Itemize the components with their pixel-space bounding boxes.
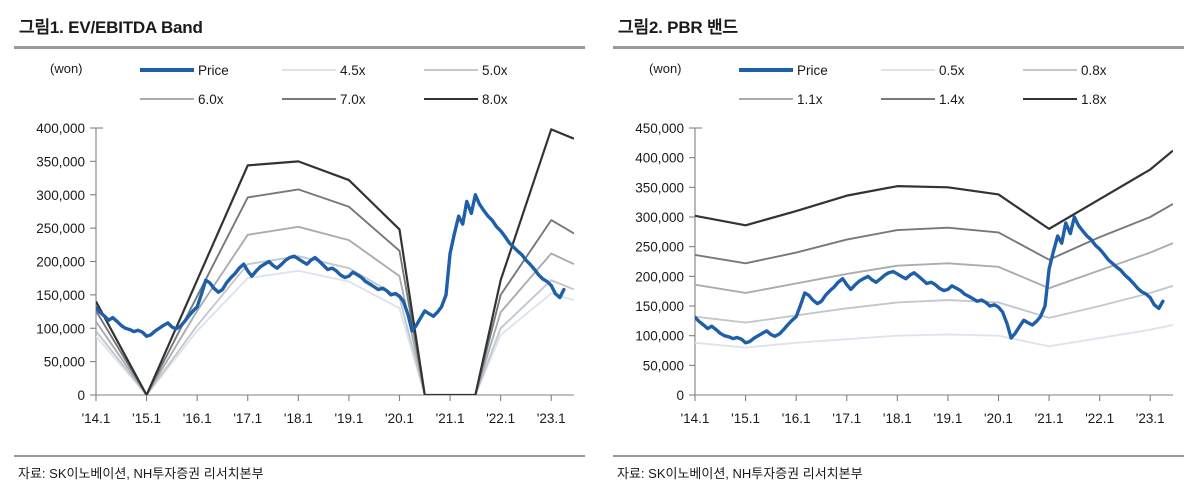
y-tick-label: 400,000 [635, 151, 684, 166]
panel-pbr-band: 그림2. PBR 밴드 (won) Price 0.5x 0.8x 1.1x 1.4x 1.… [599, 0, 1198, 493]
x-tick-label: '17.1 [233, 411, 262, 426]
page-title: 그림1. EV/EBITDA Band [19, 18, 203, 37]
plot-area [96, 128, 574, 395]
plot-area [695, 149, 1173, 349]
legend-label: 1.1x [797, 92, 823, 107]
legend-item-0-8x: 0.8x [1023, 63, 1107, 78]
ev-ebitda-chart: (won) Price 4.5x 5.0x 6.0x 7.0x 8.0x 0 50,000 100… [14, 50, 585, 449]
x-tick-label: '20.1 [984, 411, 1013, 426]
price-line [695, 215, 1165, 345]
axis-frame [694, 128, 1173, 396]
y-tick-label: 300,000 [635, 210, 684, 225]
legend-label: 1.8x [1081, 92, 1107, 107]
y-tick-label: 50,000 [643, 358, 684, 373]
source-note: 자료: SK이노베이션, NH투자증권 리서치본부 [617, 466, 863, 481]
y-tick-label: 200,000 [36, 255, 85, 270]
x-tick-label: '23.1 [1136, 411, 1165, 426]
price-line [96, 193, 566, 338]
y-axis-unit-label: (won) [50, 61, 83, 76]
x-tick-label: '14.1 [681, 411, 710, 426]
band-line-1-4x [695, 203, 1173, 265]
band-line-1-8x [695, 149, 1173, 230]
band-line-7-0x [96, 188, 574, 395]
page-title: 그림2. PBR 밴드 [618, 18, 738, 37]
source-note: 자료: SK이노베이션, NH투자증권 리서치본부 [18, 466, 264, 481]
ev-ebitda-chart-svg: (won) Price 4.5x 5.0x 6.0x 7.0x 8.0x 0 50,000 100… [36, 61, 574, 426]
y-tick-label: 0 [77, 388, 85, 403]
band-line-4-5x [96, 269, 574, 395]
legend-item-6-0x: 6.0x [140, 92, 224, 107]
x-tick-label: '16.1 [183, 411, 212, 426]
band-line-5-0x [96, 255, 574, 395]
legend-label: 7.0x [340, 92, 366, 107]
legend-label: 0.5x [939, 63, 965, 78]
legend-item-price: Price [140, 63, 229, 78]
y-tick-label: 350,000 [36, 154, 85, 169]
y-tick-label: 200,000 [635, 269, 684, 284]
x-tick-label: '18.1 [284, 411, 313, 426]
band-line-1-1x [695, 242, 1173, 294]
y-tick-label: 0 [676, 388, 684, 403]
legend-item-5-0x: 5.0x [424, 63, 508, 78]
legend-label: 1.4x [939, 92, 965, 107]
x-tick-label: '20.1 [385, 411, 414, 426]
title-divider [14, 46, 585, 49]
legend-item-8-0x: 8.0x [424, 92, 508, 107]
x-tick-label: '15.1 [731, 411, 760, 426]
legend-item-price: Price [739, 63, 828, 78]
y-axis-unit-label: (won) [649, 61, 682, 76]
y-tick-label: 450,000 [635, 121, 684, 136]
x-tick-label: '16.1 [782, 411, 811, 426]
x-tick-label: '21.1 [436, 411, 465, 426]
legend-label: 0.8x [1081, 63, 1107, 78]
y-tick-label: 350,000 [635, 180, 684, 195]
x-tick-label: '17.1 [832, 411, 861, 426]
x-tick-label: '23.1 [537, 411, 566, 426]
y-tick-label: 150,000 [36, 288, 85, 303]
y-tick-label: 250,000 [635, 240, 684, 255]
pbr-chart: (won) Price 0.5x 0.8x 1.1x 1.4x 1.8x 0 50,000 100… [613, 50, 1184, 449]
x-tick-label: '19.1 [334, 411, 363, 426]
x-tick-label: '18.1 [883, 411, 912, 426]
y-tick-label: 100,000 [635, 329, 684, 344]
band-line-6-0x [96, 225, 574, 395]
legend-label: 5.0x [482, 63, 508, 78]
band-line-0-8x [695, 284, 1173, 324]
band-line-0-5x [695, 324, 1173, 349]
x-tick-label: '22.1 [1085, 411, 1114, 426]
legend-item-1-4x: 1.4x [881, 92, 965, 107]
legend-label: Price [797, 63, 828, 78]
panel-ev-ebitda-band: 그림1. EV/EBITDA Band (won) Price 4.5x 5.0x 6.… [14, 18, 585, 481]
x-tick-label: '22.1 [486, 411, 515, 426]
legend-item-7-0x: 7.0x [282, 92, 366, 107]
y-tick-label: 100,000 [36, 321, 85, 336]
legend-item-1-8x: 1.8x [1023, 92, 1107, 107]
y-tick-label: 150,000 [635, 299, 684, 314]
legend-item-4-5x: 4.5x [282, 63, 366, 78]
band-line-8-0x [96, 128, 574, 395]
footer-divider [14, 455, 585, 457]
x-tick-label: '19.1 [933, 411, 962, 426]
title-divider [613, 46, 1184, 49]
legend-label: Price [198, 63, 229, 78]
legend-label: 6.0x [198, 92, 224, 107]
legend-item-1-1x: 1.1x [739, 92, 823, 107]
y-tick-label: 300,000 [36, 188, 85, 203]
footer-divider [613, 455, 1184, 457]
y-tick-label: 50,000 [44, 355, 85, 370]
legend-label: 8.0x [482, 92, 508, 107]
legend-item-0-5x: 0.5x [881, 63, 965, 78]
x-tick-label: '21.1 [1035, 411, 1064, 426]
pbr-chart-svg: (won) Price 0.5x 0.8x 1.1x 1.4x 1.8x 0 50,000 100… [635, 61, 1173, 426]
y-tick-label: 400,000 [36, 121, 85, 136]
legend-label: 4.5x [340, 63, 366, 78]
y-tick-label: 250,000 [36, 221, 85, 236]
x-tick-label: '15.1 [132, 411, 161, 426]
x-tick-label: '14.1 [82, 411, 111, 426]
